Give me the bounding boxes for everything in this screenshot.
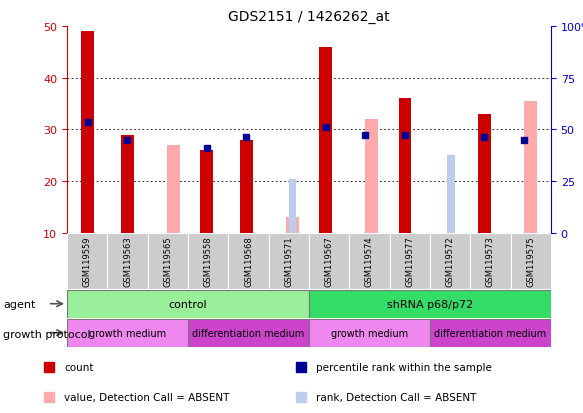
Bar [511,233,551,289]
Text: GSM119577: GSM119577 [405,236,415,287]
Bar [349,233,389,289]
Bar [366,120,378,233]
Bar [524,102,537,233]
Text: GSM119574: GSM119574 [365,236,374,287]
Bar [229,233,269,289]
Bar [240,140,252,233]
Text: GSM119572: GSM119572 [445,236,455,287]
Bar [67,319,188,347]
Bar [319,47,332,233]
Text: GSM119568: GSM119568 [244,236,253,287]
Bar [147,233,188,289]
Bar [309,319,430,347]
Text: control: control [168,299,208,309]
Text: GSM119573: GSM119573 [486,236,495,287]
Text: percentile rank within the sample: percentile rank within the sample [317,362,492,372]
Text: GSM119571: GSM119571 [285,236,293,287]
Text: rank, Detection Call = ABSENT: rank, Detection Call = ABSENT [317,392,477,402]
Bar [286,218,298,233]
Bar [107,233,147,289]
Text: growth medium: growth medium [89,328,166,338]
Bar [399,99,412,233]
Text: growth protocol: growth protocol [3,329,90,339]
Bar [470,233,511,289]
Bar [167,145,180,233]
Text: GSM119563: GSM119563 [123,236,132,287]
Bar [188,233,229,289]
Text: differentiation medium: differentiation medium [434,328,547,338]
Bar [67,290,309,318]
Text: GSM119565: GSM119565 [163,236,173,287]
Bar [430,319,551,347]
Bar [309,233,349,289]
Bar [81,32,94,233]
Text: value, Detection Call = ABSENT: value, Detection Call = ABSENT [65,392,230,402]
Bar [430,233,470,289]
Text: count: count [65,362,94,372]
Text: shRNA p68/p72: shRNA p68/p72 [387,299,473,309]
Text: agent: agent [3,299,36,309]
Text: growth medium: growth medium [331,328,408,338]
Bar [478,114,491,233]
Text: GSM119559: GSM119559 [83,236,92,286]
Bar [188,319,309,347]
Text: GSM119558: GSM119558 [203,236,213,287]
Bar [289,179,296,233]
Bar [121,135,134,233]
Text: GSM119567: GSM119567 [325,236,333,287]
Bar [269,233,309,289]
Bar [389,233,430,289]
Text: differentiation medium: differentiation medium [192,328,305,338]
Bar [201,151,213,233]
Title: GDS2151 / 1426262_at: GDS2151 / 1426262_at [228,10,390,24]
Bar [309,290,551,318]
Text: GSM119575: GSM119575 [526,236,535,287]
Bar [447,156,455,233]
Bar [67,233,107,289]
